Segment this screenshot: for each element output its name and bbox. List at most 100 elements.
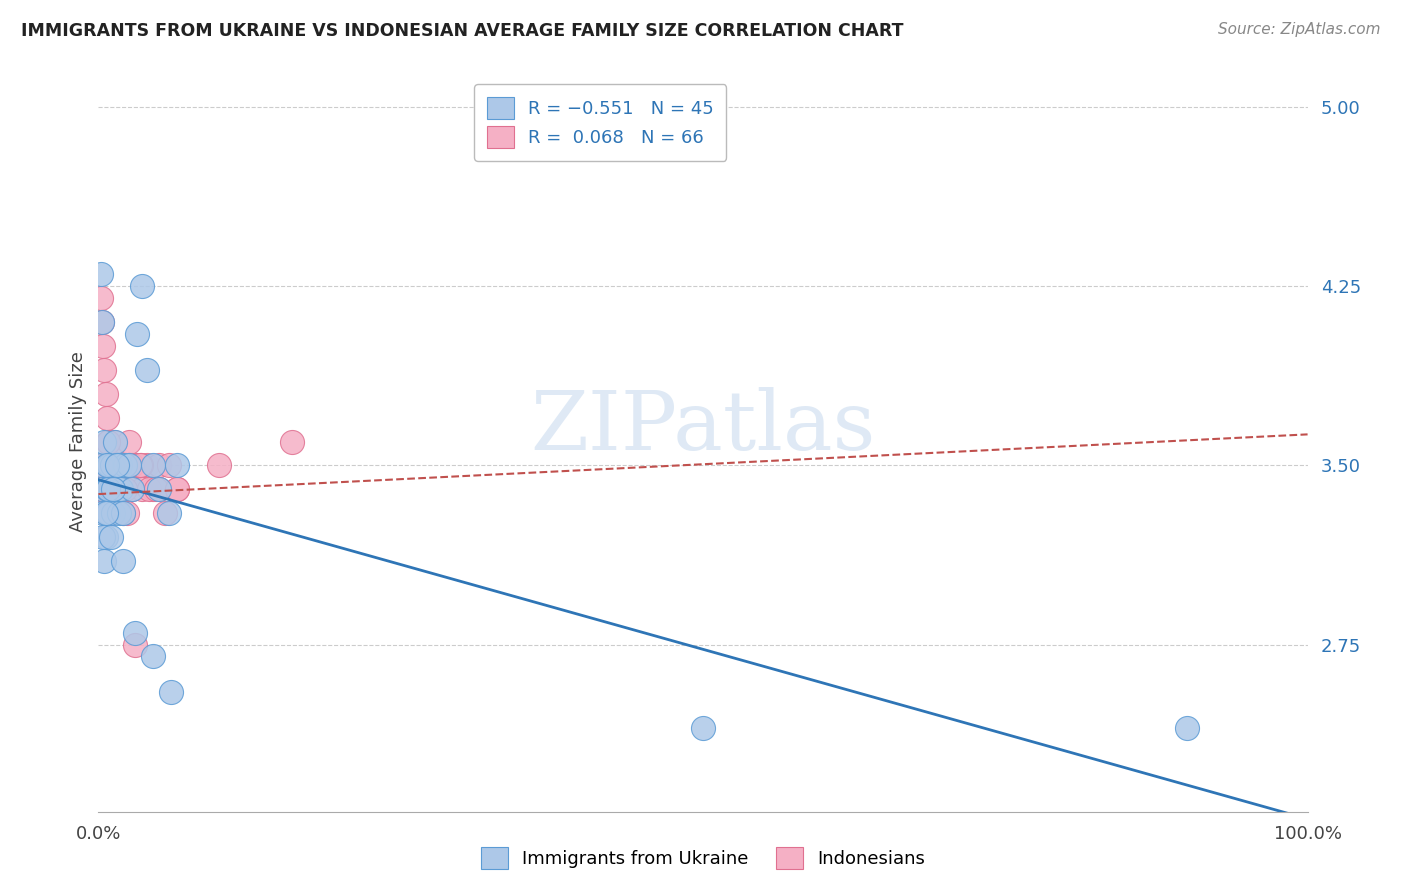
Point (104, 458, 127, 473)
Point (111, 458, 134, 473)
Legend: Immigrants from Ukraine, Indonesians: Immigrants from Ukraine, Indonesians (474, 839, 932, 876)
Point (118, 434, 141, 449)
Point (103, 483, 125, 497)
Point (103, 434, 125, 449)
Point (104, 458, 127, 473)
Point (121, 483, 143, 497)
Point (90, 268, 112, 282)
Point (105, 458, 128, 473)
Point (110, 483, 132, 497)
Point (100, 483, 122, 497)
Point (157, 458, 180, 473)
Point (91, 458, 114, 473)
Point (128, 458, 150, 473)
Point (108, 506, 131, 520)
Point (100, 458, 122, 473)
Point (93, 483, 115, 497)
Y-axis label: Average Family Size: Average Family Size (69, 351, 87, 532)
Point (127, 458, 149, 473)
Point (91, 530, 114, 544)
Point (100, 506, 122, 520)
Point (96, 458, 118, 473)
Point (100, 483, 122, 497)
Point (142, 649, 165, 664)
Text: ZIPatlas: ZIPatlas (530, 387, 876, 467)
Point (91, 458, 114, 473)
Point (135, 363, 157, 377)
Point (105, 458, 128, 473)
Point (98, 483, 121, 497)
Point (127, 327, 149, 342)
Point (692, 721, 714, 735)
Point (114, 458, 136, 473)
Text: Source: ZipAtlas.com: Source: ZipAtlas.com (1218, 22, 1381, 37)
Point (90, 291, 112, 305)
Point (153, 506, 176, 520)
Point (91, 315, 114, 329)
Point (90, 458, 112, 473)
Point (100, 458, 122, 473)
Point (114, 458, 136, 473)
Point (101, 506, 124, 520)
Point (1175, 721, 1198, 735)
Point (96, 458, 118, 473)
Point (166, 458, 188, 473)
Point (94, 530, 117, 544)
Point (117, 506, 139, 520)
Point (138, 483, 160, 497)
Point (97, 506, 120, 520)
Point (91, 506, 114, 520)
Point (145, 483, 167, 497)
Text: IMMIGRANTS FROM UKRAINE VS INDONESIAN AVERAGE FAMILY SIZE CORRELATION CHART: IMMIGRANTS FROM UKRAINE VS INDONESIAN AV… (21, 22, 904, 40)
Point (131, 279, 153, 293)
Point (111, 506, 134, 520)
Point (114, 483, 136, 497)
Point (281, 434, 304, 449)
Point (108, 483, 131, 497)
Point (91, 483, 114, 497)
Point (94, 386, 117, 401)
Point (148, 458, 170, 473)
Point (142, 458, 165, 473)
Point (124, 638, 146, 652)
Point (107, 458, 129, 473)
Point (94, 506, 117, 520)
Point (101, 458, 124, 473)
Point (94, 458, 117, 473)
Point (107, 483, 129, 497)
Point (118, 458, 141, 473)
Point (105, 483, 128, 497)
Point (93, 458, 115, 473)
Point (108, 458, 131, 473)
Point (97, 483, 120, 497)
Point (108, 483, 131, 497)
Point (93, 363, 115, 377)
Point (208, 458, 231, 473)
Point (166, 483, 188, 497)
Point (105, 483, 128, 497)
Point (93, 554, 115, 568)
Point (129, 458, 152, 473)
Point (97, 483, 120, 497)
Point (101, 458, 124, 473)
Point (148, 483, 170, 497)
Point (96, 483, 118, 497)
Point (131, 483, 153, 497)
Point (166, 483, 188, 497)
Legend: R = −0.551   N = 45, R =  0.068   N = 66: R = −0.551 N = 45, R = 0.068 N = 66 (474, 84, 727, 161)
Point (110, 483, 132, 497)
Point (97, 434, 120, 449)
Point (100, 530, 122, 544)
Point (121, 458, 143, 473)
Point (91, 483, 114, 497)
Point (101, 483, 124, 497)
Point (97, 434, 120, 449)
Point (111, 506, 134, 520)
Point (90, 483, 112, 497)
Point (104, 434, 127, 449)
Point (91, 458, 114, 473)
Point (111, 554, 134, 568)
Point (100, 458, 122, 473)
Point (98, 458, 121, 473)
Point (142, 483, 165, 497)
